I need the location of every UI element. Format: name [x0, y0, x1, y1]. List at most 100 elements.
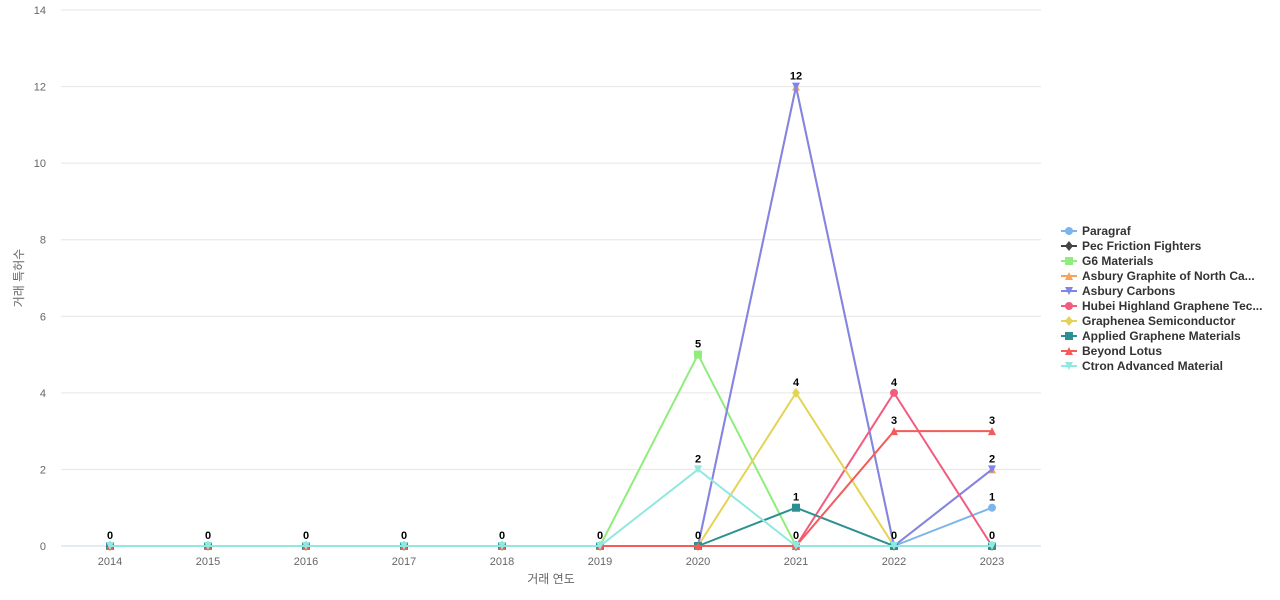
data-label: 1 [989, 492, 995, 504]
data-label: 0 [401, 530, 407, 542]
legend-item-beyond-lotus[interactable]: Beyond Lotus [1061, 344, 1162, 358]
data-label: 0 [891, 530, 897, 542]
data-label: 12 [790, 71, 802, 83]
data-label: 5 [695, 339, 701, 351]
data-point [204, 542, 212, 550]
legend-marker [1065, 302, 1073, 310]
data-point [694, 465, 702, 474]
legend-marker [1065, 332, 1073, 340]
legend-marker [1065, 362, 1073, 370]
x-tick-label: 2023 [980, 556, 1004, 568]
data-point [890, 427, 898, 436]
data-point [792, 82, 800, 91]
y-tick-label: 6 [40, 311, 46, 323]
legend-label: Asbury Carbons [1082, 284, 1176, 298]
series-line [110, 506, 992, 547]
x-tick-label: 2017 [392, 556, 416, 568]
legend-marker [1065, 287, 1073, 295]
y-tick-label: 10 [34, 158, 46, 170]
legend-item-paragraf[interactable]: Paragraf [1061, 224, 1132, 238]
series-line [110, 468, 992, 547]
legend-item-graphenea-semiconductor[interactable]: Graphenea Semiconductor [1061, 314, 1236, 328]
legend-item-pec-friction-fighters[interactable]: Pec Friction Fighters [1061, 239, 1202, 253]
legend-marker [1065, 347, 1073, 355]
legend-item-applied-graphene-materials[interactable]: Applied Graphene Materials [1061, 329, 1241, 343]
data-label: 1 [793, 492, 799, 504]
legend-label: Applied Graphene Materials [1082, 329, 1241, 343]
data-point [792, 503, 800, 512]
y-tick-label: 8 [40, 235, 46, 247]
data-point [792, 542, 800, 550]
legend-marker [1065, 227, 1073, 235]
data-point [400, 542, 408, 550]
legend-item-ctron-advanced-material[interactable]: Ctron Advanced Material [1061, 359, 1223, 373]
legend-item-g6-materials[interactable]: G6 Materials [1061, 254, 1154, 268]
series-lines [106, 82, 996, 551]
x-tick-label: 2014 [98, 556, 122, 568]
x-axis-title: 거래 연도 [527, 572, 575, 586]
series-beyond-lotus [106, 427, 996, 550]
x-tick-label: 2018 [490, 556, 514, 568]
x-axis-ticks: 2014 2015 2016 2017 2018 2019 2020 2021 2022 2023 [98, 556, 1004, 568]
legend-item-asbury-carbons[interactable]: Asbury Carbons [1061, 284, 1176, 298]
data-label: 3 [891, 415, 897, 427]
data-label: 0 [205, 530, 211, 542]
data-point [694, 350, 702, 359]
data-point [498, 542, 506, 550]
legend-label: Pec Friction Fighters [1082, 239, 1202, 253]
legend-marker [1065, 272, 1073, 280]
legend-label: Ctron Advanced Material [1082, 359, 1223, 373]
x-tick-label: 2019 [588, 556, 612, 568]
data-label: 0 [695, 530, 701, 542]
data-label: 4 [793, 377, 800, 389]
series-line [110, 430, 992, 547]
gridlines [61, 9, 1041, 547]
legend-marker [1065, 241, 1073, 251]
data-point [106, 542, 114, 550]
data-label: 2 [989, 453, 995, 465]
legend-label: Paragraf [1082, 224, 1132, 238]
x-tick-label: 2021 [784, 556, 808, 568]
data-point [988, 427, 996, 436]
data-point [890, 542, 898, 550]
data-point [302, 542, 310, 550]
legend-label: Asbury Graphite of North Ca... [1082, 269, 1255, 283]
data-point [596, 542, 604, 550]
y-axis-ticks: 0 2 4 6 8 10 12 14 [34, 5, 46, 553]
legend-item-asbury-graphite-of-north-ca[interactable]: Asbury Graphite of North Ca... [1061, 269, 1255, 283]
data-point [988, 503, 996, 512]
data-label: 3 [989, 415, 995, 427]
data-label: 0 [597, 530, 603, 542]
y-tick-label: 14 [34, 5, 46, 17]
legend-marker [1065, 316, 1073, 326]
data-point [988, 465, 996, 474]
y-tick-label: 2 [40, 464, 46, 476]
y-tick-label: 0 [40, 541, 46, 553]
x-tick-label: 2022 [882, 556, 906, 568]
x-tick-label: 2020 [686, 556, 710, 568]
data-label: 2 [695, 453, 701, 465]
legend-label: G6 Materials [1082, 254, 1154, 268]
data-point [988, 542, 996, 550]
series-g6-materials [106, 350, 996, 550]
legend-marker [1065, 257, 1073, 265]
data-label: 4 [891, 377, 898, 389]
series-applied-graphene-materials [106, 503, 996, 550]
series-ctron-advanced-material [106, 465, 996, 550]
legend-label: Graphenea Semiconductor [1082, 314, 1236, 328]
series-paragraf [106, 503, 996, 550]
data-label: 0 [107, 530, 113, 542]
data-point [694, 542, 702, 550]
x-tick-label: 2016 [294, 556, 318, 568]
data-label: 0 [303, 530, 309, 542]
y-tick-label: 12 [34, 82, 46, 94]
data-label: 0 [793, 530, 799, 542]
y-axis-title: 거래 특허수 [12, 249, 26, 308]
data-label: 0 [499, 530, 505, 542]
legend-item-hubei-highland-graphene-tec[interactable]: Hubei Highland Graphene Tec... [1061, 299, 1262, 313]
x-tick-label: 2015 [196, 556, 220, 568]
data-point [792, 387, 800, 398]
